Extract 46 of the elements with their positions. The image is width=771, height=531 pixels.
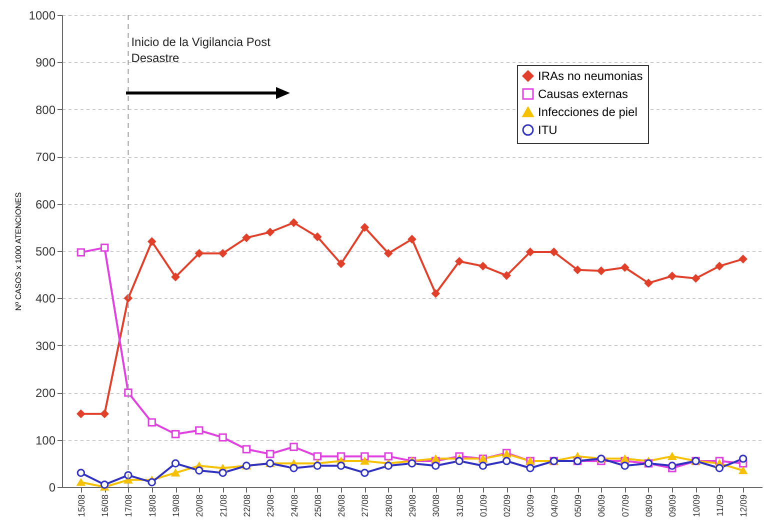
x-tick-label: 09/09 <box>668 494 678 518</box>
x-tick-label: 24/08 <box>289 494 300 518</box>
x-tick-label: 02/09 <box>502 494 512 518</box>
legend-label: Causas externas <box>538 87 628 101</box>
legend-label: Infecciones de piel <box>538 105 638 119</box>
x-tick-label: 10/09 <box>691 494 702 518</box>
x-tick-label: 03/09 <box>526 494 536 518</box>
y-tick-label: 800 <box>35 102 56 117</box>
x-tick-label: 30/08 <box>431 494 442 518</box>
y-tick-label: 900 <box>35 56 56 70</box>
x-tick-label: 11/09 <box>714 494 725 516</box>
x-tick-label: 04/09 <box>549 494 560 518</box>
x-tick-label: 20/08 <box>194 494 205 518</box>
x-tick-label: 18/08 <box>147 494 158 518</box>
x-tick-label: 25/08 <box>312 494 323 518</box>
legend-label: ITU <box>538 123 558 137</box>
x-tick-label: 23/08 <box>266 494 276 518</box>
y-tick-label: 0 <box>48 480 56 494</box>
y-tick-label: 200 <box>35 386 56 400</box>
x-tick-label: 12/09 <box>738 494 749 518</box>
x-tick-label: 06/09 <box>596 494 607 518</box>
y-tick-label: 100 <box>35 433 56 448</box>
x-tick-label: 15/08 <box>76 494 86 518</box>
x-tick-label: 21/08 <box>218 494 228 518</box>
x-tick-label: 16/08 <box>100 494 110 518</box>
x-tick-label: 08/09 <box>644 494 654 518</box>
y-tick-label: 500 <box>35 244 56 258</box>
y-tick-label: 400 <box>35 292 56 306</box>
x-tick-label: 22/08 <box>242 494 252 518</box>
x-tick-label: 28/08 <box>384 494 394 518</box>
ref-line-label: Inicio de la Vigilancia Post Desastre <box>131 35 272 65</box>
y-tick-label: 1000 <box>28 8 56 22</box>
x-tick-label: 05/09 <box>573 494 584 518</box>
x-tick-label: 17/08 <box>124 494 134 518</box>
x-tick-label: 19/08 <box>171 494 182 518</box>
x-tick-label: 26/08 <box>336 494 347 518</box>
legend-label: IRAs no neumonias <box>538 69 643 83</box>
x-tick-label: 27/08 <box>360 494 370 518</box>
y-tick-label: 600 <box>35 197 56 212</box>
y-tick-label: 300 <box>35 338 56 353</box>
y-axis-title: Nº CASOS x 1000 ATENCIONES <box>14 192 23 311</box>
x-tick-label: 31/08 <box>454 494 465 518</box>
x-tick-label: 07/09 <box>620 494 630 518</box>
x-tick-label: 01/09 <box>478 494 488 518</box>
y-tick-label: 700 <box>35 150 56 164</box>
x-tick-label: 29/08 <box>408 494 418 518</box>
